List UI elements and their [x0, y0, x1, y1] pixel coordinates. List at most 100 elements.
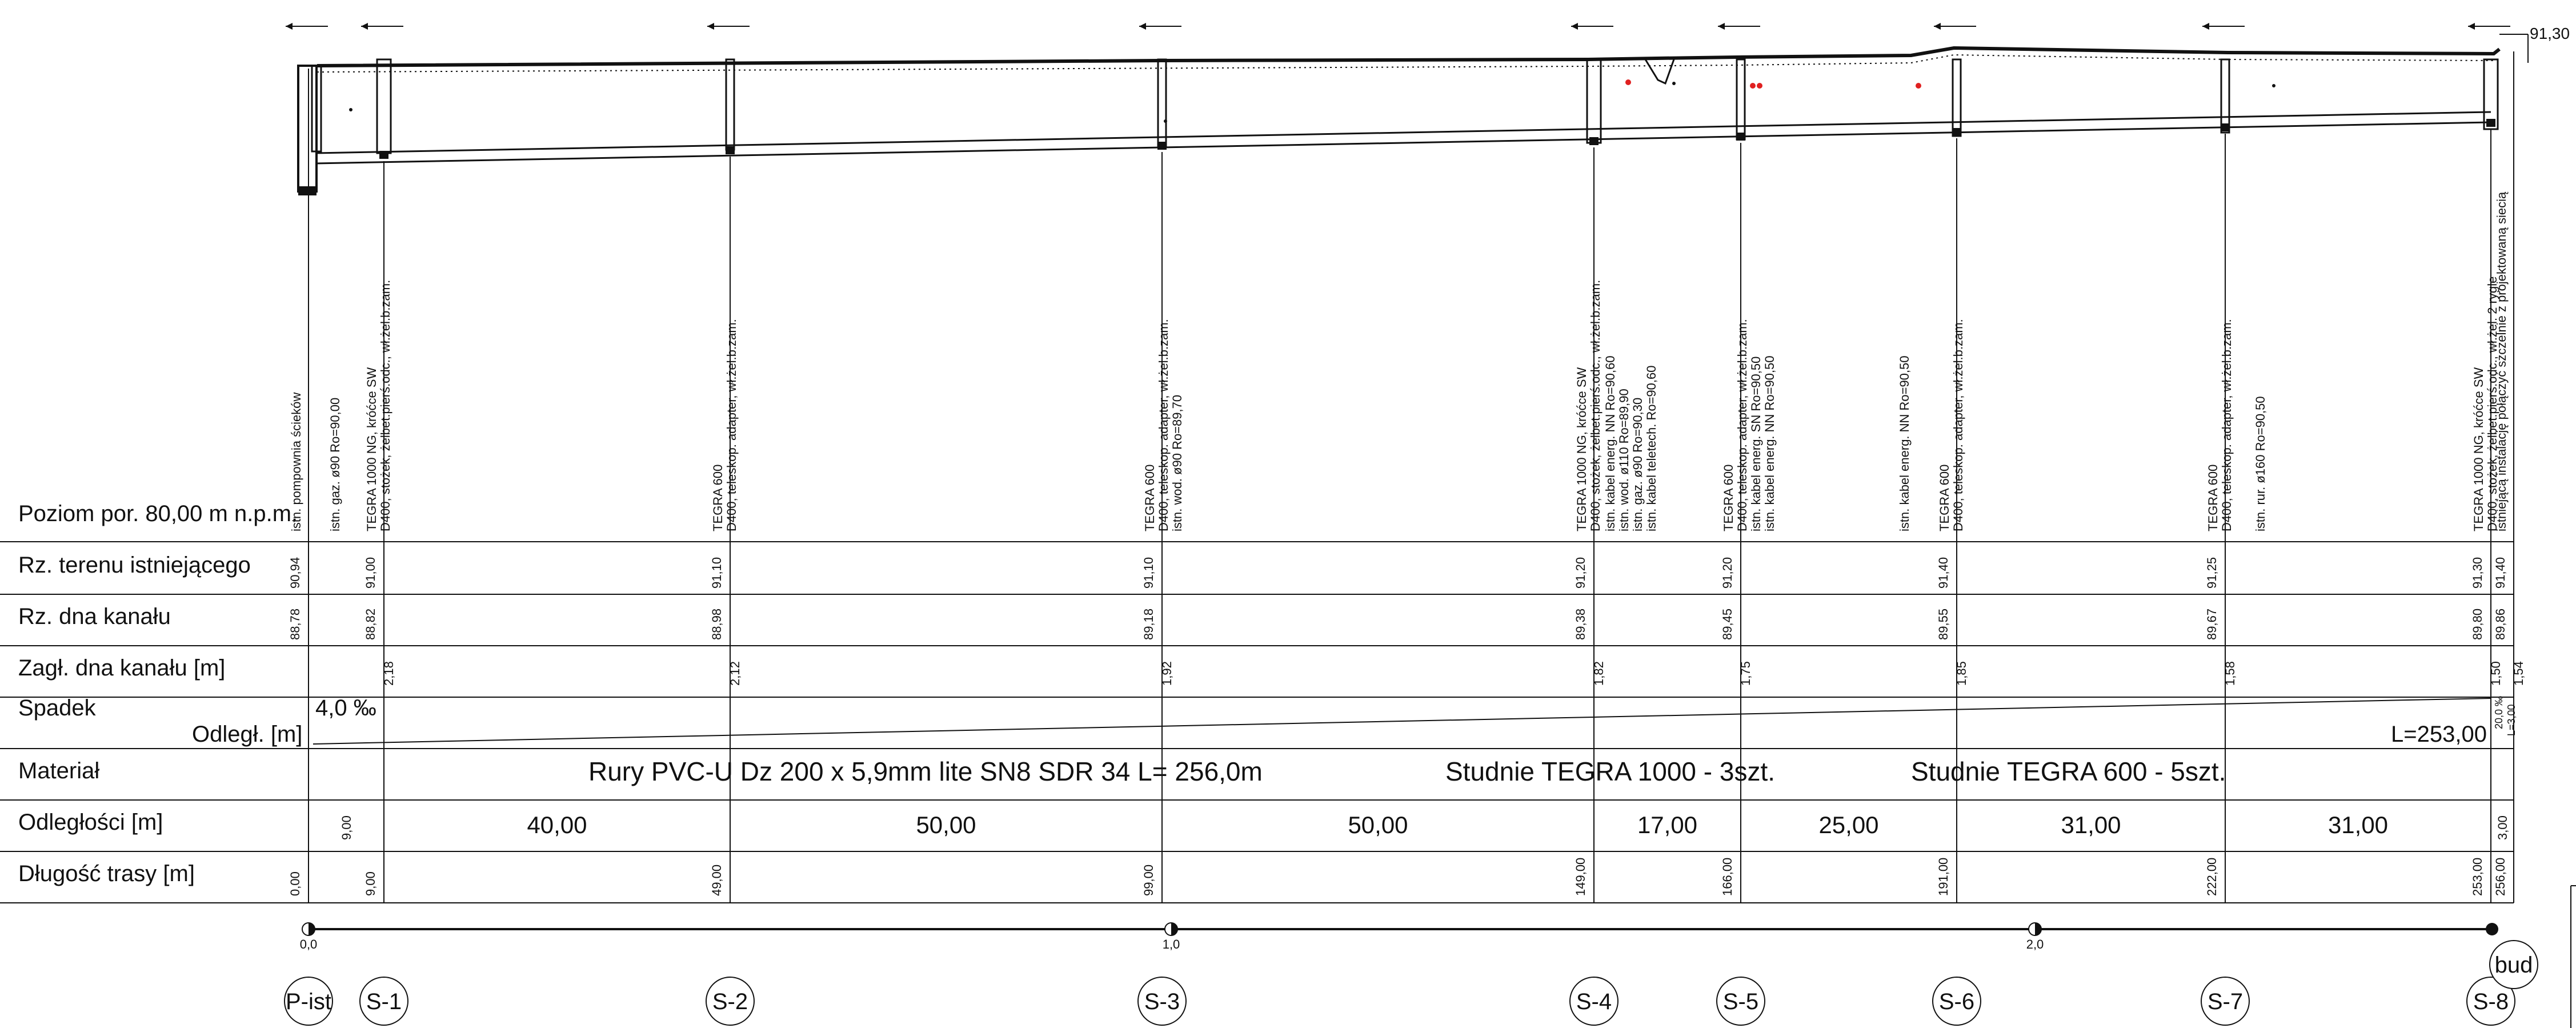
ground-elevation-value: 90,94 [288, 557, 302, 589]
vertical-note: istn. wod. ø90 Ro=89,70 [1170, 395, 1184, 531]
row-label-slope: Spadek [18, 695, 97, 721]
vertical-note: D400, teleskop. adapter, wł.żel.b.zam. [1951, 319, 1965, 531]
manhole-base [1589, 137, 1599, 145]
level-arrow [707, 23, 750, 30]
terrain-hatch [317, 54, 2494, 73]
ground-elevation-value: 91,30 [2470, 557, 2485, 589]
ground-elevation-value: 91,10 [710, 557, 724, 589]
sheet-frame [2570, 885, 2576, 1028]
slope-value: 4,0 ‰ [315, 695, 376, 721]
spacing-value: 40,00 [527, 811, 587, 838]
pumping-station-right [311, 65, 322, 153]
length-value: 99,00 [1141, 865, 1156, 896]
scale-tick: 1,0 [1163, 922, 1180, 951]
ground-elevation-value: 91,40 [1936, 557, 1950, 589]
manhole-base [1736, 133, 1745, 141]
vertical-note: istn. rur. ø160 Ro=90,50 [2253, 396, 2267, 531]
station-id: S-2 [712, 989, 748, 1014]
vertical-note: istn. wod. ø110 Ro=89,90 [1617, 389, 1631, 531]
station-id: S-3 [1144, 989, 1180, 1014]
manhole [1736, 58, 1746, 141]
manhole [1952, 58, 1962, 137]
vertical-note: istn. gaz. ø90 Ro=90,00 [328, 398, 342, 531]
spacing-value: 17,00 [1637, 811, 1697, 838]
manhole-base [1952, 128, 1961, 136]
row-label-spacing: Odległości [m] [18, 810, 163, 835]
manhole [1586, 58, 1602, 144]
level-arrow [1934, 23, 1976, 30]
data-table: Poziom por. 80,00 m n.p.m. Rz. terenu is… [0, 69, 2517, 903]
utility-marker [1164, 119, 1167, 123]
station-id: S-1 [366, 989, 402, 1014]
invert-elevation-value: 88,98 [710, 609, 724, 640]
scale-tick-label: 2,0 [2026, 937, 2044, 951]
row-label-material: Materiał [18, 758, 99, 783]
manhole-base [379, 151, 388, 159]
manhole [725, 58, 735, 151]
level-arrow [361, 23, 403, 30]
row-label-ground: Rz. terenu istniejącego [18, 553, 251, 578]
vertical-note: TEGRA 600 [711, 465, 725, 531]
vertical-note: istn. kabel teletech. Ro=90,60 [1644, 366, 1658, 531]
pipe-crown [315, 111, 2491, 154]
ground-elevation-value: 91,25 [2205, 557, 2219, 589]
level-arrow [2468, 23, 2510, 30]
row-label-length: Długość trasy [m] [18, 861, 195, 886]
length-value: 149,00 [1573, 858, 1588, 896]
invert-elevation-value: 89,67 [2205, 609, 2219, 640]
row-label-distance: Odległ. [m] [192, 722, 302, 747]
scale-tick-label: 1,0 [1163, 937, 1180, 951]
total-length: L=253,00 [2391, 722, 2487, 747]
manhole-base [726, 146, 735, 154]
level-arrow [286, 23, 328, 30]
level-arrow [1139, 23, 1181, 30]
depth-value: 1,85 [1954, 661, 1969, 686]
small-slope: 20,0 ‰ [2493, 696, 2505, 729]
scale-tick: 2,0 [2026, 922, 2044, 951]
station-bubble: S-5 [1716, 977, 1765, 1026]
station-id: S-4 [1576, 989, 1612, 1014]
ditch [1644, 59, 1675, 85]
vertical-note: TEGRA 1000 NG, króćce SW [2471, 367, 2486, 531]
ground-elevation-value: 91,20 [1573, 557, 1588, 589]
length-value: 256,00 [2493, 858, 2507, 896]
invert-elevation-value: 89,55 [1936, 609, 1950, 640]
vertical-note: D400, teleskop. adapter, wł.żel.b.zam. [1735, 319, 1749, 531]
depth-value: 1,54 [2511, 661, 2526, 686]
spacing-value: 3,00 [2495, 815, 2510, 840]
spacing-value: 50,00 [916, 811, 976, 838]
vertical-note: istniejącą instalację połączyć szczelnie… [2494, 191, 2509, 531]
length-value: 0,00 [288, 871, 302, 896]
manhole [2483, 58, 2499, 130]
slope-line [313, 698, 2491, 745]
vertical-note: D400, stożek, żelbet.pierś.odc., wł.żel.… [2485, 277, 2499, 531]
pumping-station [297, 65, 318, 193]
invert-elevation-value: 89,38 [1573, 609, 1588, 640]
level-arrow [1718, 23, 1760, 30]
station-id: S-5 [1723, 989, 1758, 1014]
pumping-station-base [298, 186, 317, 195]
table-cells: 90,94 88,78 0,00 91,00 88,82 2,18 9,00 91,10 88,… [288, 557, 2526, 896]
depth-value: 1,75 [1738, 661, 1753, 686]
utility-marker [1916, 83, 1921, 89]
level-arrow [1571, 23, 1613, 30]
vertical-notes: istn. pompownia ścieków istn. gaz. ø90 Ro… [289, 191, 2509, 531]
row-label-depth: Zagł. dna kanału [m] [18, 655, 225, 681]
spacing-value: 50,00 [1348, 811, 1408, 838]
depth-value: 1,50 [2489, 661, 2503, 686]
vertical-note: D400, teleskop. adapter, wł.żel.b.zam. [724, 319, 739, 531]
station-id: S-8 [2473, 989, 2509, 1014]
small-note: L=3,00 [2506, 704, 2517, 736]
ground-elevation-value: 91,00 [363, 557, 378, 589]
level-arrow [2202, 23, 2245, 30]
station-id: P-ist [286, 989, 331, 1014]
station-bubble: S-7 [2201, 977, 2250, 1026]
station-bubble: bud [2489, 940, 2538, 989]
spacing-value: 31,00 [2328, 811, 2388, 838]
station-id: S-7 [2208, 989, 2243, 1014]
utility-markers [349, 79, 2275, 123]
pipe-invert [315, 121, 2491, 165]
length-value: 9,00 [363, 871, 378, 896]
vertical-note: TEGRA 1000 NG, króćce SW [364, 367, 379, 531]
